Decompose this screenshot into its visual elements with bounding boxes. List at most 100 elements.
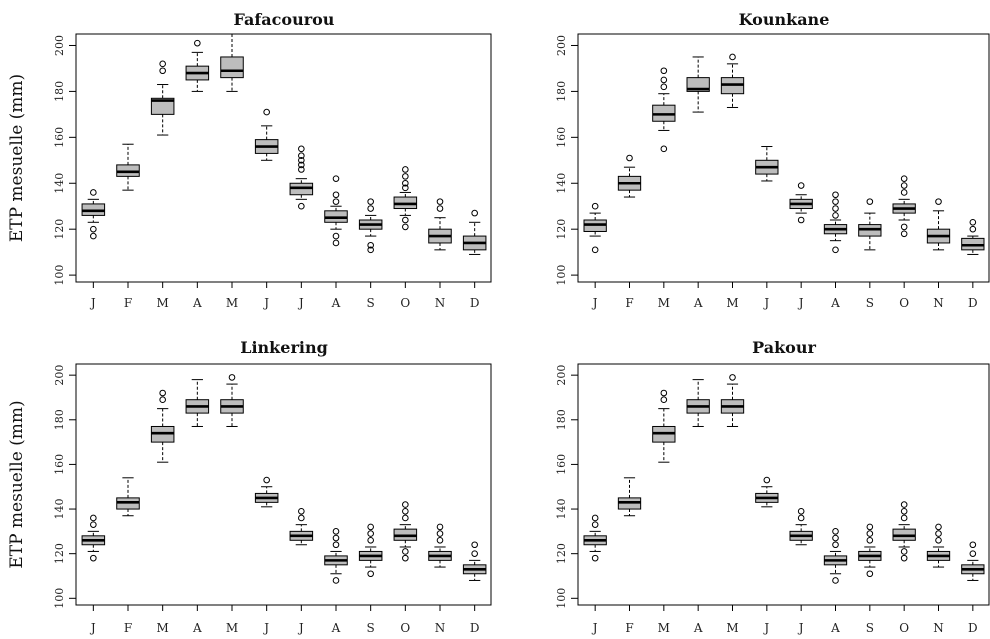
outlier-point	[832, 577, 839, 584]
panel-title: Linkering	[240, 338, 328, 357]
outlier-point	[90, 514, 97, 522]
outlier-point	[763, 476, 771, 484]
x-tick-label: A	[192, 621, 202, 635]
outlier-point	[900, 514, 908, 522]
outlier-point	[832, 205, 839, 212]
x-tick-label: N	[435, 621, 446, 635]
outlier-point	[402, 166, 409, 173]
outlier-point	[471, 550, 478, 557]
x-tick-label: D	[968, 296, 978, 310]
outlier-point	[402, 514, 409, 522]
outlier-point	[298, 202, 305, 210]
x-tick-label: F	[625, 296, 633, 310]
x-tick-label: M	[658, 621, 670, 635]
outlier-point	[298, 156, 305, 164]
outlier-point	[900, 230, 908, 238]
y-tick-label: 180	[555, 81, 568, 102]
outlier-point	[660, 389, 668, 397]
x-tick-label: A	[830, 296, 840, 310]
outlier-point	[332, 528, 340, 535]
outlier-point	[402, 173, 409, 180]
outlier-point	[935, 530, 942, 537]
x-tick-label: M	[726, 296, 738, 310]
outlier-point	[367, 205, 374, 212]
outlier-point	[159, 67, 166, 75]
x-tick-label: N	[933, 621, 944, 635]
x-tick-label: O	[400, 621, 410, 635]
x-tick-label: S	[367, 621, 375, 635]
outlier-point	[402, 184, 409, 192]
outlier-point	[866, 523, 874, 531]
outlier-point	[900, 182, 908, 189]
outlier-point	[832, 212, 839, 219]
x-tick-label: J	[762, 296, 769, 310]
outlier-point	[298, 166, 305, 173]
outlier-point	[298, 161, 305, 169]
outlier-point	[90, 189, 97, 196]
outlier-point	[228, 374, 236, 381]
y-tick-label: 200	[53, 365, 66, 386]
y-tick-label: 100	[555, 588, 568, 609]
x-tick-label: J	[89, 621, 96, 635]
y-tick-label: 180	[555, 409, 568, 430]
y-tick-label: 120	[555, 219, 568, 240]
x-tick-label: O	[899, 296, 909, 310]
outlier-point	[591, 554, 599, 562]
outlier-point	[159, 60, 166, 68]
outlier-point	[332, 232, 340, 240]
y-axis-label: ETP mesuelle (mm)	[7, 74, 27, 242]
outlier-point	[866, 198, 874, 205]
outlier-point	[263, 476, 270, 484]
chart-panel-pakour: Pakour 100 120 140 160 180 200 J F M A M J J A S O N D	[555, 338, 990, 635]
x-tick-label: O	[899, 621, 909, 635]
y-tick-label: 160	[53, 454, 66, 475]
x-tick-label: N	[933, 296, 944, 310]
outlier-point	[797, 182, 805, 189]
outlier-point	[90, 554, 97, 562]
x-tick-label: S	[866, 296, 874, 310]
plot-frame	[577, 363, 990, 606]
outlier-point	[367, 530, 374, 537]
outlier-point	[367, 241, 374, 249]
y-axis-label: ETP mesuelle (mm)	[7, 400, 27, 568]
outlier-point	[402, 548, 409, 555]
y-tick-label: 100	[555, 265, 568, 286]
x-tick-label: S	[866, 621, 874, 635]
outlier-point	[591, 246, 599, 254]
outlier-point	[332, 541, 340, 549]
outlier-point	[729, 374, 736, 381]
outlier-point	[591, 202, 599, 210]
y-tick-label: 140	[555, 499, 568, 520]
y-tick-label: 140	[555, 173, 568, 194]
x-tick-label: A	[192, 296, 202, 310]
x-tick-label: F	[124, 621, 132, 635]
x-tick-label: D	[968, 621, 978, 635]
outlier-point	[832, 191, 839, 199]
y-tick-label: 200	[555, 35, 568, 56]
outlier-point	[402, 223, 409, 231]
outlier-point	[900, 175, 908, 182]
x-tick-label: J	[591, 296, 598, 310]
outlier-point	[935, 536, 942, 544]
outlier-point	[436, 198, 444, 205]
outlier-point	[797, 507, 805, 515]
outlier-point	[332, 175, 340, 182]
y-tick-label: 140	[53, 499, 66, 520]
x-tick-label: M	[157, 621, 169, 635]
outlier-point	[832, 198, 839, 205]
outlier-point	[626, 154, 633, 162]
outlier-point	[969, 225, 977, 233]
outlier-point	[660, 396, 668, 404]
y-tick-label: 180	[53, 409, 66, 430]
box-iqr	[220, 56, 244, 79]
y-tick-label: 160	[555, 454, 568, 475]
x-tick-label: F	[625, 621, 633, 635]
outlier-point	[263, 108, 270, 116]
outlier-point	[436, 523, 444, 531]
outlier-point	[935, 523, 942, 531]
x-tick-label: S	[367, 296, 375, 310]
outlier-point	[402, 179, 409, 187]
outlier-point	[900, 501, 908, 508]
outlier-point	[436, 530, 444, 537]
